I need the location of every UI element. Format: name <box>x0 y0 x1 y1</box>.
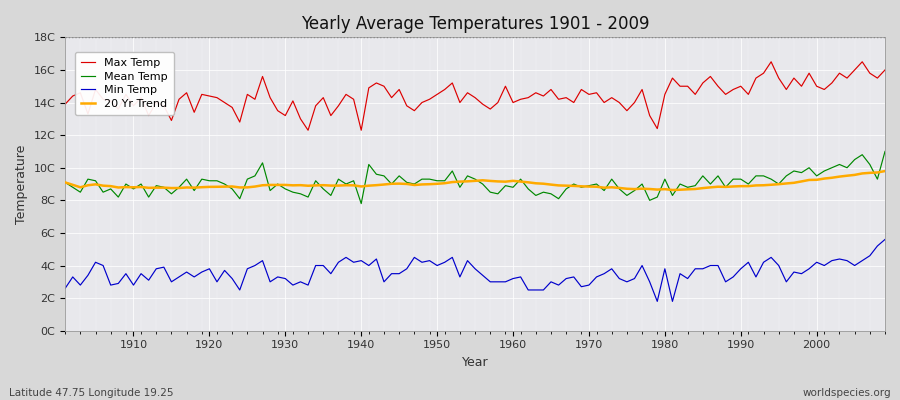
X-axis label: Year: Year <box>462 356 489 369</box>
Min Temp <box>508 276 518 281</box>
Mean Temp <box>287 190 298 194</box>
20 Yr Trend <box>287 183 298 188</box>
Mean Temp <box>333 177 344 182</box>
20 Yr Trend <box>598 185 609 190</box>
Max Temp <box>340 92 351 97</box>
Mean Temp <box>508 185 518 190</box>
Title: Yearly Average Temperatures 1901 - 2009: Yearly Average Temperatures 1901 - 2009 <box>301 15 649 33</box>
20 Yr Trend <box>667 188 678 192</box>
Max Temp <box>766 59 777 64</box>
Line: 20 Yr Trend: 20 Yr Trend <box>65 171 885 190</box>
Min Temp <box>652 299 662 304</box>
Line: Min Temp: Min Temp <box>65 240 885 301</box>
Max Temp <box>121 92 131 97</box>
Max Temp <box>302 128 313 133</box>
20 Yr Trend <box>59 180 70 185</box>
Min Temp <box>121 271 131 276</box>
Max Temp <box>59 102 70 106</box>
Mean Temp <box>607 177 617 182</box>
20 Yr Trend <box>333 183 344 188</box>
20 Yr Trend <box>121 185 131 190</box>
Legend: Max Temp, Mean Temp, Min Temp, 20 Yr Trend: Max Temp, Mean Temp, Min Temp, 20 Yr Tre… <box>75 52 174 116</box>
Text: Latitude 47.75 Longitude 19.25: Latitude 47.75 Longitude 19.25 <box>9 388 174 398</box>
Line: Mean Temp: Mean Temp <box>65 152 885 204</box>
Min Temp <box>598 271 609 276</box>
Mean Temp <box>356 201 366 206</box>
20 Yr Trend <box>879 169 890 174</box>
Y-axis label: Temperature: Temperature <box>15 144 28 224</box>
20 Yr Trend <box>500 179 511 184</box>
Max Temp <box>607 95 617 100</box>
Max Temp <box>508 100 518 105</box>
Mean Temp <box>59 180 70 185</box>
Min Temp <box>500 280 511 284</box>
Max Temp <box>287 98 298 103</box>
20 Yr Trend <box>508 178 518 183</box>
Mean Temp <box>515 177 526 182</box>
Min Temp <box>59 286 70 291</box>
Line: Max Temp: Max Temp <box>65 62 885 130</box>
Mean Temp <box>879 149 890 154</box>
Min Temp <box>879 237 890 242</box>
Min Temp <box>333 260 344 265</box>
Max Temp <box>879 68 890 72</box>
Mean Temp <box>121 182 131 186</box>
Text: worldspecies.org: worldspecies.org <box>803 388 891 398</box>
Max Temp <box>515 97 526 102</box>
Min Temp <box>287 283 298 288</box>
